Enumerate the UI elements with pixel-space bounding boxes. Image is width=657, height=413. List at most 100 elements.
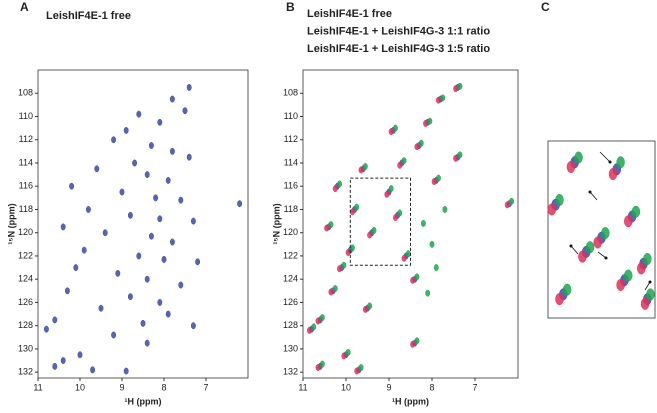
- peak: [94, 165, 100, 173]
- peak: [414, 273, 420, 281]
- peak: [624, 215, 633, 228]
- peak: [332, 285, 338, 292]
- y-tick-label: 120: [18, 227, 33, 237]
- x-tick-label: 9: [119, 382, 124, 392]
- x-tick-label: 8: [429, 382, 434, 392]
- peak: [420, 219, 426, 227]
- peak: [165, 310, 171, 318]
- peak: [358, 166, 364, 174]
- peak: [52, 316, 58, 324]
- peak: [608, 168, 618, 181]
- arrow: [570, 245, 579, 255]
- peak: [332, 185, 338, 193]
- peak: [367, 231, 373, 239]
- y-tick-label: 126: [18, 297, 33, 307]
- peak: [504, 201, 510, 209]
- peak: [60, 223, 66, 231]
- peak: [397, 161, 403, 169]
- peak: [169, 238, 175, 246]
- peak: [562, 283, 572, 296]
- legend-entry: LeishIF4E-1 free: [307, 8, 392, 20]
- peak: [127, 211, 133, 219]
- y-axis-label: ¹⁵N (ppm): [6, 203, 16, 244]
- x-tick-label: 11: [33, 382, 42, 392]
- peak: [442, 206, 448, 213]
- peak: [186, 83, 192, 91]
- peak: [157, 215, 163, 223]
- peak: [418, 139, 424, 147]
- peak: [315, 317, 321, 325]
- peak: [410, 340, 416, 348]
- x-axis-label: ¹H (ppm): [125, 396, 162, 406]
- peak: [345, 249, 351, 256]
- x-tick-label: 7: [203, 382, 208, 392]
- peak: [64, 287, 70, 295]
- peak: [237, 200, 243, 208]
- peak: [98, 304, 104, 312]
- y-tick-label: 128: [18, 320, 33, 330]
- peak: [555, 293, 564, 306]
- peak: [337, 180, 342, 188]
- peak: [616, 278, 625, 291]
- peak: [354, 367, 360, 375]
- plot-frame: [302, 69, 519, 379]
- peak: [69, 182, 75, 190]
- y-tick-label: 132: [283, 367, 298, 377]
- peak: [401, 157, 407, 165]
- peak: [371, 226, 377, 234]
- peak: [140, 319, 146, 327]
- peak: [148, 232, 154, 240]
- peak: [453, 85, 459, 93]
- peak: [148, 142, 154, 149]
- peak: [81, 246, 87, 254]
- peak: [307, 326, 312, 334]
- peak: [433, 264, 439, 272]
- peak: [315, 364, 321, 371]
- legend-entry: LeishIF4E-1 + LeishIF4G-3 1:5 ratio: [307, 43, 490, 55]
- peak: [578, 250, 587, 263]
- y-tick-label: 130: [18, 343, 33, 353]
- peak: [153, 194, 159, 202]
- y-tick-label: 116: [19, 181, 33, 191]
- peak: [190, 217, 196, 225]
- peak: [362, 305, 368, 313]
- peak: [354, 203, 360, 211]
- panel-letter: B: [286, 0, 295, 14]
- peak: [436, 174, 441, 182]
- y-tick-label: 132: [18, 367, 33, 377]
- peak: [144, 275, 150, 283]
- peak: [457, 82, 463, 90]
- peak: [319, 360, 325, 368]
- peak: [165, 176, 171, 184]
- peak: [157, 299, 163, 306]
- peak: [427, 117, 433, 125]
- x-tick-label: 10: [75, 382, 85, 392]
- peak: [127, 293, 133, 301]
- peak: [431, 178, 437, 186]
- peak: [111, 136, 117, 144]
- peak: [90, 366, 96, 374]
- peak: [453, 154, 459, 162]
- peak: [457, 151, 463, 159]
- peak: [169, 95, 175, 103]
- peak: [161, 255, 167, 263]
- y-tick-label: 118: [284, 204, 298, 214]
- peak: [436, 96, 441, 104]
- peak: [319, 314, 325, 322]
- peak: [52, 362, 58, 370]
- y-tick-label: 108: [283, 88, 298, 98]
- peak: [186, 153, 192, 161]
- y-tick-label: 112: [284, 134, 298, 144]
- peak: [169, 147, 175, 155]
- peak: [405, 250, 411, 258]
- peak: [646, 288, 655, 301]
- y-tick-label: 126: [283, 297, 298, 307]
- peak: [384, 190, 390, 198]
- plot-frame: [547, 140, 656, 319]
- peak: [328, 288, 334, 296]
- peak: [132, 159, 138, 167]
- peak: [324, 224, 330, 232]
- plot-frame: [37, 69, 249, 379]
- y-tick-label: 114: [284, 157, 298, 167]
- peak: [77, 351, 83, 359]
